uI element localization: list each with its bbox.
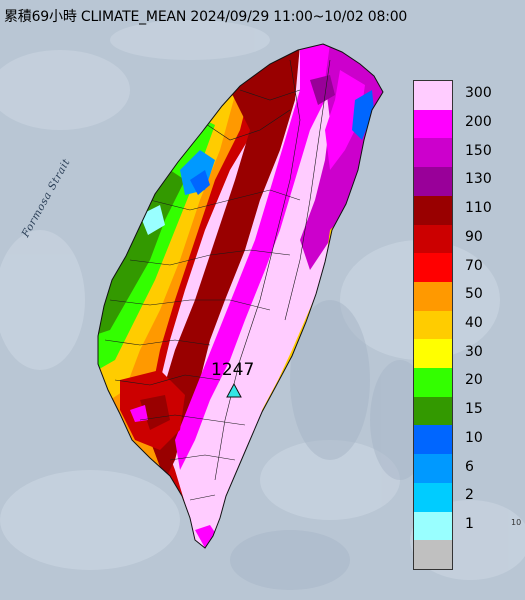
island-outline: [97, 43, 384, 549]
legend-swatch: [414, 109, 452, 139]
legend-label: 20: [465, 372, 483, 389]
legend-label: 130: [465, 171, 492, 188]
legend-label: 150: [465, 142, 492, 159]
legend-swatch: [414, 339, 452, 369]
legend-swatch: [414, 310, 452, 340]
legend-swatch: [414, 396, 452, 426]
legend-swatch: [414, 253, 452, 283]
legend-label: 50: [465, 286, 483, 303]
legend-label: 10: [465, 429, 483, 446]
edge-number-label: 10: [511, 518, 522, 527]
legend-swatch: [414, 281, 452, 312]
legend-swatch: [414, 368, 452, 398]
legend-label: 90: [465, 228, 483, 245]
boundary-lines: [104, 59, 331, 501]
legend-label: 6: [465, 458, 474, 475]
legend-label: 2: [465, 487, 474, 504]
legend-label: 40: [465, 315, 483, 331]
color-legend: [413, 80, 453, 570]
legend-swatch: [414, 454, 452, 484]
legend-swatch: [414, 540, 452, 570]
legend-label: 70: [465, 257, 483, 274]
legend-label: 30: [465, 343, 483, 360]
legend-swatch: [414, 425, 452, 455]
legend-swatch: [414, 224, 452, 254]
legend-swatch: [414, 167, 452, 197]
legend-swatch: [414, 511, 452, 541]
legend-swatch: [414, 81, 452, 111]
max-value-label: 1247: [211, 360, 255, 380]
legend-label: 1: [465, 515, 474, 532]
legend-label: 200: [465, 114, 492, 131]
legend-swatch: [414, 138, 452, 168]
legend-swatch: [414, 195, 452, 226]
legend-label: 110: [465, 200, 492, 217]
legend-swatch: [414, 482, 452, 513]
map-title: 累積69小時 CLIMATE_MEAN 2024/09/29 11:00~10/…: [4, 9, 408, 25]
legend-label: 15: [465, 401, 483, 418]
triangle-icon: [226, 382, 242, 398]
legend-label: 300: [465, 85, 492, 102]
